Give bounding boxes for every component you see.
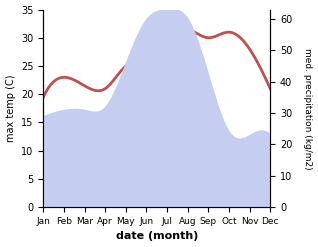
X-axis label: date (month): date (month) [116,231,198,242]
Y-axis label: max temp (C): max temp (C) [5,75,16,142]
Y-axis label: med. precipitation (kg/m2): med. precipitation (kg/m2) [303,48,313,169]
